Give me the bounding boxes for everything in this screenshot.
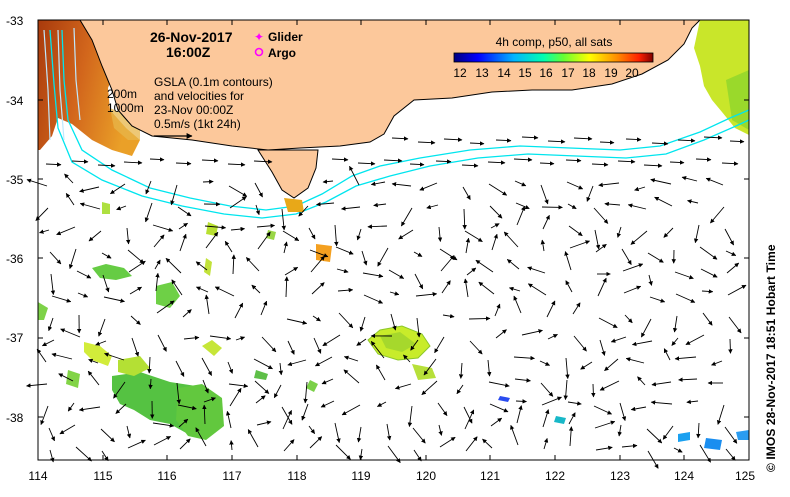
- colorbar-tick-label: 19: [604, 66, 618, 80]
- glider-label: Glider: [268, 30, 303, 44]
- glider-marker-icon: ✦: [254, 30, 264, 44]
- imos-credit: © IMOS 28-Nov-2017 18:51 Hobart Time: [764, 244, 778, 472]
- y-tick-label: -35: [6, 173, 24, 187]
- y-tick-label: -37: [6, 331, 24, 345]
- map-time: 16:00Z: [166, 44, 211, 60]
- colorbar-tick-label: 13: [475, 66, 489, 80]
- isobath-label-1000m: 1000m: [107, 101, 144, 115]
- map-date: 26-Nov-2017: [150, 29, 233, 45]
- velocity-arrow: [593, 384, 594, 397]
- colorbar-tick-label: 15: [518, 66, 532, 80]
- colorbar-tick-label: 16: [539, 66, 553, 80]
- x-tick-label: 120: [416, 469, 436, 483]
- x-tick-label: 121: [480, 469, 500, 483]
- isobath-label-200m: 200m: [107, 87, 137, 101]
- x-tick-label: 118: [287, 469, 306, 483]
- colorbar-tick-label: 12: [453, 66, 467, 80]
- colorbar-tick-label: 18: [582, 66, 596, 80]
- y-tick-label: -36: [6, 252, 24, 266]
- velocity-arrow: [730, 339, 731, 353]
- colorbar-tick-label: 14: [497, 66, 511, 80]
- gsla-line-2: and velocities for: [154, 89, 244, 103]
- velocity-arrow: [516, 401, 527, 402]
- colorbar-tick-label: 17: [561, 66, 575, 80]
- colorbar-ticks: 12 13 14 15 16 17 18 19 20: [453, 66, 639, 80]
- x-tick-label: 124: [674, 469, 694, 483]
- argo-label: Argo: [268, 46, 296, 60]
- gsla-line-1: GSLA (0.1m contours): [154, 75, 273, 89]
- colorbar: [454, 53, 653, 62]
- x-tick-label: 125: [735, 469, 755, 483]
- x-tick-label: 119: [351, 469, 370, 483]
- velocity-arrow: [203, 182, 213, 183]
- velocity-arrow: [469, 318, 490, 319]
- y-tick-label: -34: [6, 94, 24, 108]
- x-tick-label: 115: [93, 469, 112, 483]
- gsla-line-3: 23-Nov 00:00Z: [154, 103, 233, 117]
- x-tick-label: 114: [28, 469, 47, 483]
- gsla-line-4: 0.5m/s (1kt 24h): [154, 117, 241, 131]
- x-axis: 114 115 116 117 118 119 120 121 122 123 …: [28, 469, 755, 483]
- x-tick-label: 116: [157, 469, 176, 483]
- colorbar-title: 4h comp, p50, all sats: [496, 35, 613, 49]
- colorbar-tick-label: 20: [625, 66, 639, 80]
- x-tick-label: 117: [222, 469, 241, 483]
- x-tick-label: 122: [545, 469, 565, 483]
- x-tick-label: 123: [610, 469, 630, 483]
- y-tick-label: -33: [6, 14, 24, 28]
- y-axis: -33 -34 -35 -36 -37 -38: [6, 14, 24, 425]
- y-tick-label: -38: [6, 411, 24, 425]
